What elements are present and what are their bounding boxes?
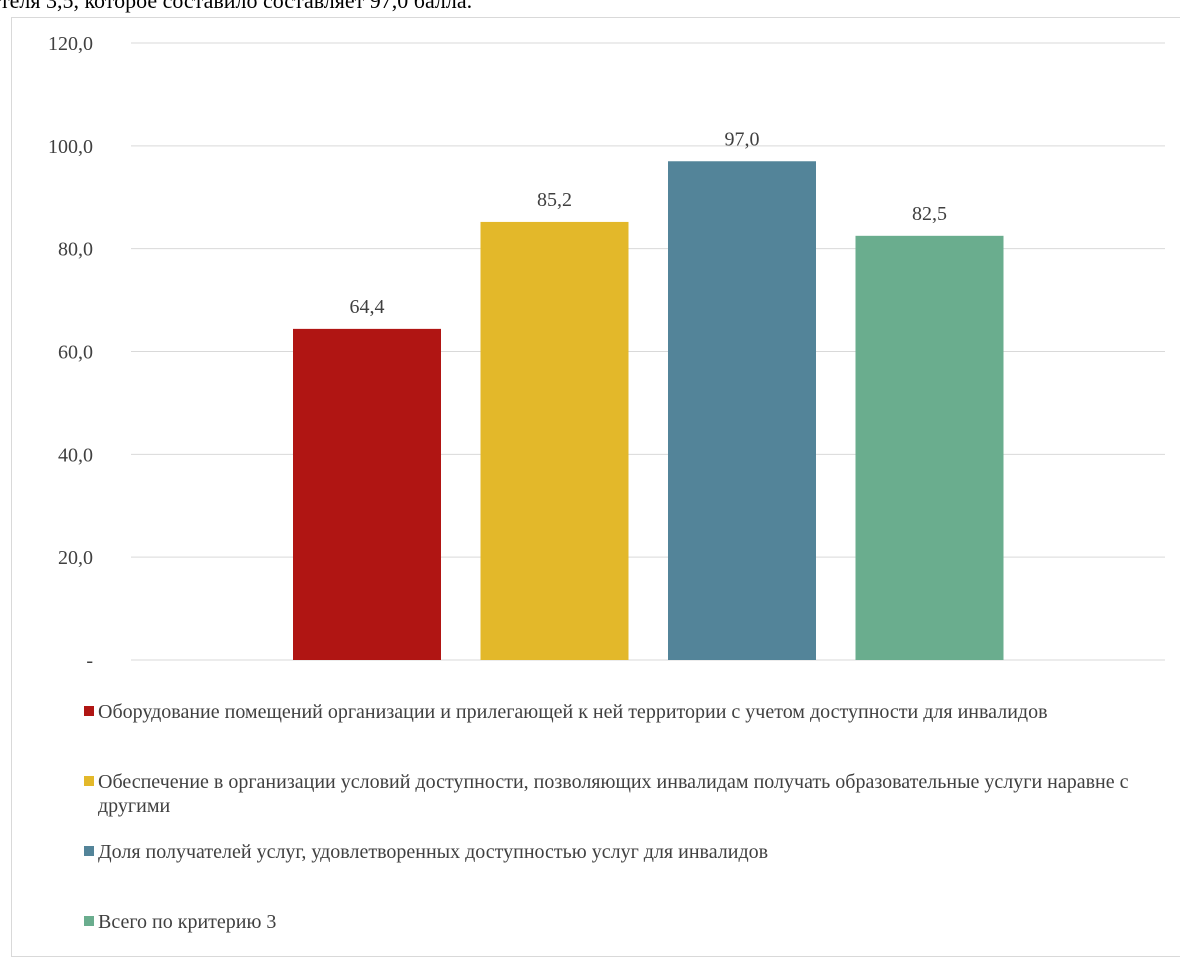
legend-swatch — [84, 706, 94, 716]
bar-value-label: 82,5 — [912, 203, 947, 225]
y-tick-label: 60,0 — [58, 342, 93, 364]
y-tick-label: 120,0 — [48, 33, 93, 55]
legend-item: Оборудование помещений организации и при… — [84, 700, 1048, 724]
bar-value-label: 97,0 — [725, 128, 760, 150]
legend-swatch — [84, 776, 94, 786]
legend-label: Доля получателей услуг, удовлетворенных … — [98, 841, 769, 863]
bar-chart: - 20,0 40,0 60,0 80,0 100,0 120,0 64,4 85,2 97,0 8… — [48, 33, 1165, 672]
y-tick-label: - — [86, 650, 93, 672]
legend-item: Всего по критерию 3 — [84, 910, 276, 934]
legend-item: Доля получателей услуг, удовлетворенных … — [84, 840, 768, 864]
bar-value-label: 85,2 — [537, 189, 572, 211]
bar — [855, 235, 1004, 660]
bar — [480, 221, 629, 660]
legend-item: Обеспечение в организации условий доступ… — [84, 770, 1144, 818]
bar-value-label: 64,4 — [350, 296, 385, 318]
y-tick-label: 80,0 — [58, 239, 93, 261]
legend-swatch — [84, 916, 94, 926]
legend-label: Оборудование помещений организации и при… — [98, 701, 1048, 723]
legend-label: Всего по критерию 3 — [98, 911, 277, 933]
y-tick-label: 100,0 — [48, 136, 93, 158]
y-tick-label: 40,0 — [58, 444, 93, 466]
bar — [668, 161, 816, 660]
legend-label: Обеспечение в организации условий доступ… — [98, 771, 1129, 817]
y-tick-label: 20,0 — [58, 547, 93, 569]
bar — [293, 328, 441, 660]
legend-swatch — [84, 846, 94, 856]
document-text-fragment: теля 3,5, которое составило составляет 9… — [0, 0, 473, 13]
